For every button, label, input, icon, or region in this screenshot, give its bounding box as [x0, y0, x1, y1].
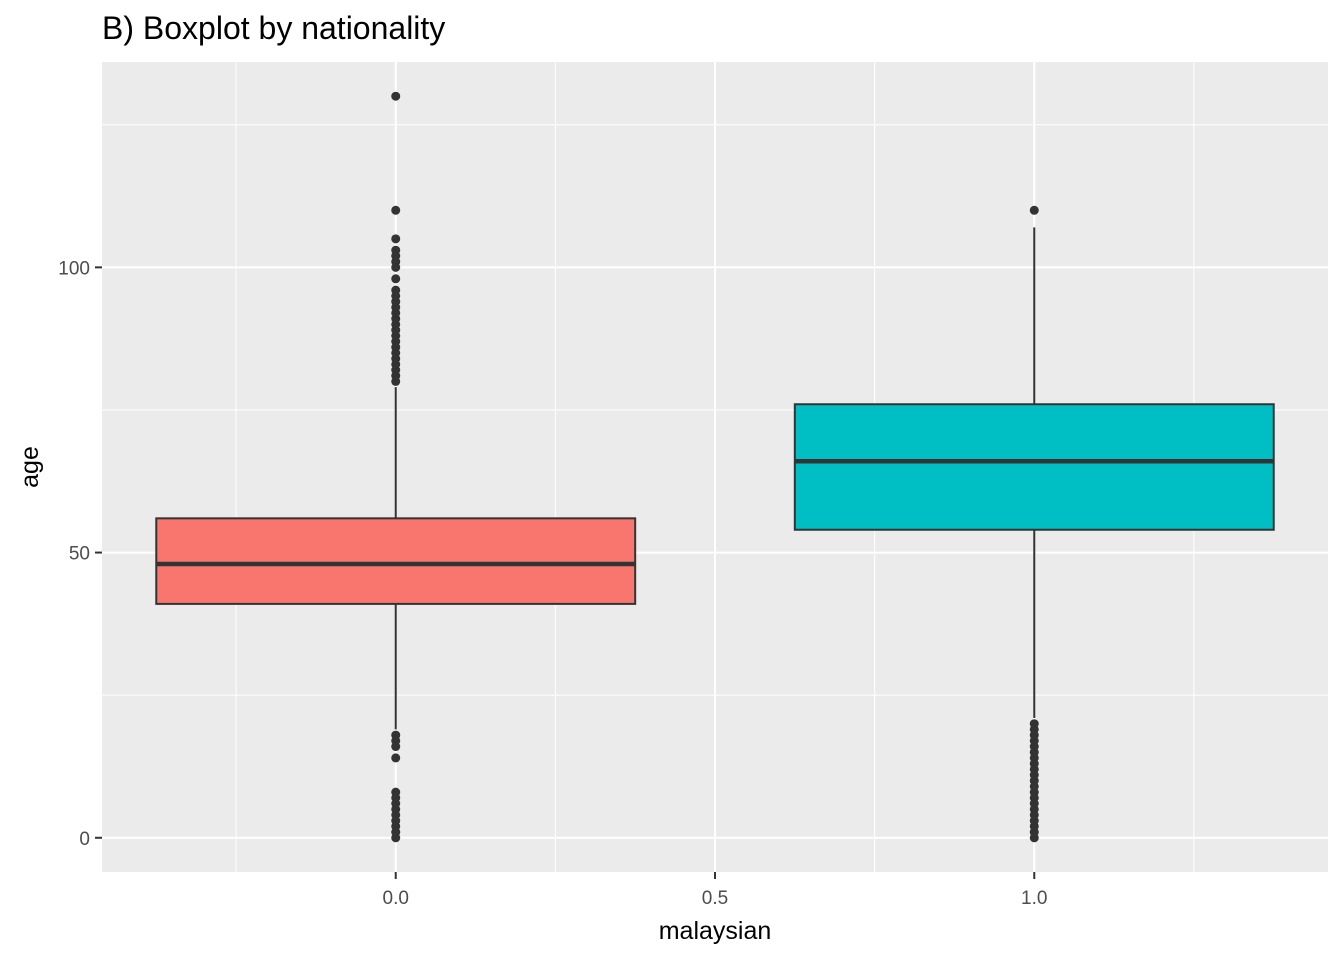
box-layer — [155, 91, 1275, 843]
outlier-point — [391, 753, 401, 763]
y-tick-label: 0 — [79, 829, 90, 850]
x-tick-label: 0.0 — [383, 888, 409, 909]
outlier-point — [391, 730, 401, 740]
y-tick-label: 50 — [69, 544, 90, 565]
y-tick-label: 100 — [58, 258, 90, 279]
box-group — [155, 91, 637, 843]
x-tick-label: 0.5 — [702, 888, 728, 909]
y-axis-title: age — [16, 446, 44, 488]
outlier-point — [1029, 205, 1039, 215]
box-group — [793, 205, 1275, 843]
x-axis-title: malaysian — [659, 917, 772, 945]
outlier-point — [391, 787, 401, 797]
outlier-point — [391, 234, 401, 244]
outlier-point — [1029, 719, 1039, 729]
outlier-point — [391, 285, 401, 295]
box-body — [793, 403, 1275, 531]
outlier-point — [391, 205, 401, 215]
box-body — [155, 517, 637, 605]
axes: 0 50 100 0.0 0.5 1.0 — [58, 258, 1047, 909]
x-tick-label: 1.0 — [1021, 888, 1047, 909]
outlier-point — [391, 91, 401, 101]
outlier-point — [391, 274, 401, 284]
chart-title: B) Boxplot by nationality — [102, 10, 446, 46]
outlier-point — [391, 245, 401, 255]
